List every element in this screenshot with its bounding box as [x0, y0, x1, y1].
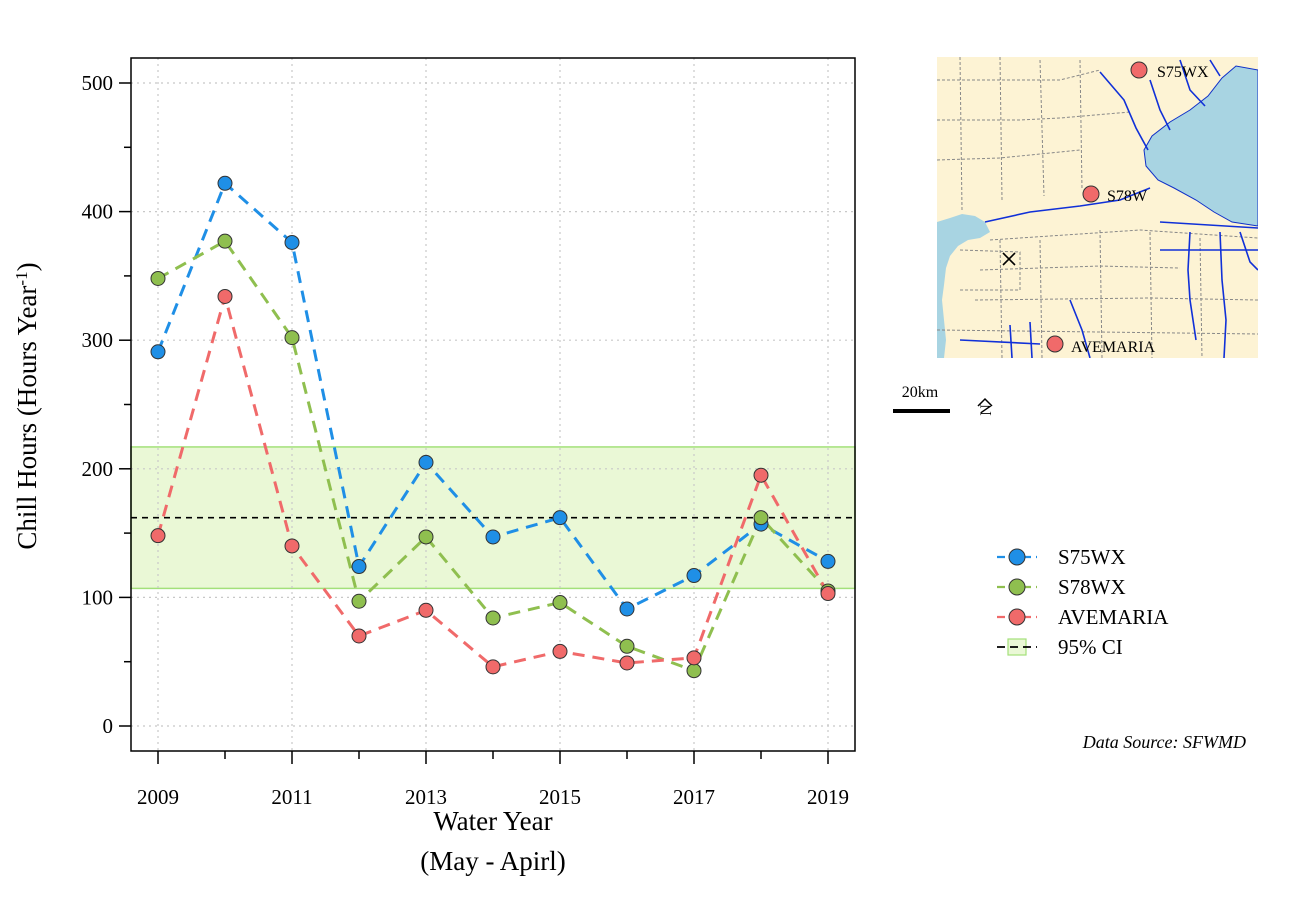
legend-label-avemaria: AVEMARIA	[1058, 605, 1169, 629]
series-points	[150, 175, 836, 679]
data-point-s75wx	[284, 234, 300, 250]
y-axis-title-superscript: -1	[12, 271, 31, 285]
data-point-s78wx	[284, 330, 300, 346]
y-tick-label: 300	[82, 328, 114, 352]
map-label-s78w: S78W	[1107, 188, 1148, 205]
y-tick-label: 0	[103, 714, 114, 738]
data-point-s78wx	[686, 663, 702, 679]
map-station-marker-s75wx	[1130, 61, 1148, 79]
data-point-s75wx	[619, 601, 635, 617]
map-estuary	[937, 214, 990, 358]
grid-lines	[131, 58, 855, 751]
data-point-s78wx	[418, 529, 434, 545]
map-station-marker-avemaria	[1046, 335, 1064, 353]
data-point-s75wx	[351, 559, 367, 575]
y-axis-title: Chill Hours (Hours Year-1)	[12, 262, 42, 549]
data-point-s78wx	[351, 593, 367, 609]
data-point-s78wx	[485, 610, 501, 626]
data-point-s75wx	[217, 175, 233, 191]
data-point-s75wx	[820, 553, 836, 569]
series-line-avemaria	[156, 290, 830, 669]
y-tick-label: 200	[82, 457, 114, 481]
data-point-s78wx	[753, 510, 769, 526]
x-tick-label: 2013	[405, 785, 447, 809]
map-lake	[1143, 65, 1258, 227]
data-point-avemaria	[552, 643, 568, 659]
plot-frame	[130, 57, 856, 752]
map-canals	[959, 59, 1258, 358]
x-axis-title-line2: (May - Apirl)	[420, 846, 565, 876]
inset-map: S75WX S78W AVEMARIA 20km N	[893, 57, 1258, 416]
data-point-avemaria	[686, 650, 702, 666]
x-tick-label: 2009	[137, 785, 179, 809]
data-point-s78wx	[619, 638, 635, 654]
map-cross-icon	[1002, 252, 1016, 266]
plot-area	[130, 57, 856, 752]
data-point-s75wx	[150, 344, 166, 360]
data-point-s78wx	[150, 270, 166, 286]
legend-marker-avemaria	[1008, 608, 1026, 626]
legend-label-s75wx: S75WX	[1058, 545, 1126, 569]
north-arrow-chevron-icon	[977, 397, 993, 407]
data-point-s75wx	[552, 510, 568, 526]
legend-marker-s75wx	[1008, 548, 1026, 566]
north-arrow-icon: N	[978, 404, 995, 416]
data-point-avemaria	[217, 288, 233, 304]
y-axis-title-close: )	[12, 262, 42, 271]
north-arrow-label: N	[978, 404, 995, 416]
data-point-avemaria	[351, 628, 367, 644]
x-axis: 2009 2011 2013 2015 2017 2019	[137, 751, 849, 809]
data-source-note: Data Source: SFWMD	[1082, 732, 1246, 752]
y-tick-label: 400	[82, 200, 114, 224]
data-point-avemaria	[150, 528, 166, 544]
data-point-avemaria	[753, 467, 769, 483]
data-point-avemaria	[619, 655, 635, 671]
map-label-s75wx: S75WX	[1157, 64, 1209, 81]
data-point-s78wx	[552, 595, 568, 611]
map-scale-label: 20km	[902, 384, 939, 401]
y-axis: 0 100 200 300 400 500	[82, 71, 131, 738]
y-tick-label: 500	[82, 71, 114, 95]
data-point-s75wx	[418, 454, 434, 470]
x-tick-label: 2011	[271, 785, 312, 809]
data-point-avemaria	[284, 538, 300, 554]
y-tick-label: 100	[82, 585, 114, 609]
data-point-s75wx	[686, 568, 702, 584]
map-label-avemaria: AVEMARIA	[1071, 339, 1156, 356]
data-point-avemaria	[485, 659, 501, 675]
legend: S75WX S78WX AVEMARIA 95% CI	[997, 545, 1169, 659]
data-point-s75wx	[485, 529, 501, 545]
y-axis-title-main: Chill Hours (Hours Year	[12, 286, 42, 550]
map-station-marker-s78w	[1082, 185, 1100, 203]
data-point-avemaria	[820, 586, 836, 602]
ci-band	[130, 446, 856, 590]
x-tick-label: 2019	[807, 785, 849, 809]
x-tick-label: 2017	[673, 785, 715, 809]
legend-marker-s78wx	[1008, 578, 1026, 596]
legend-label-ci: 95% CI	[1058, 635, 1123, 659]
legend-label-s78wx: S78WX	[1058, 575, 1126, 599]
x-tick-label: 2015	[539, 785, 581, 809]
map-roads	[937, 57, 1258, 358]
data-point-s78wx	[217, 233, 233, 249]
data-point-avemaria	[418, 602, 434, 618]
x-axis-title-line1: Water Year	[433, 806, 552, 836]
